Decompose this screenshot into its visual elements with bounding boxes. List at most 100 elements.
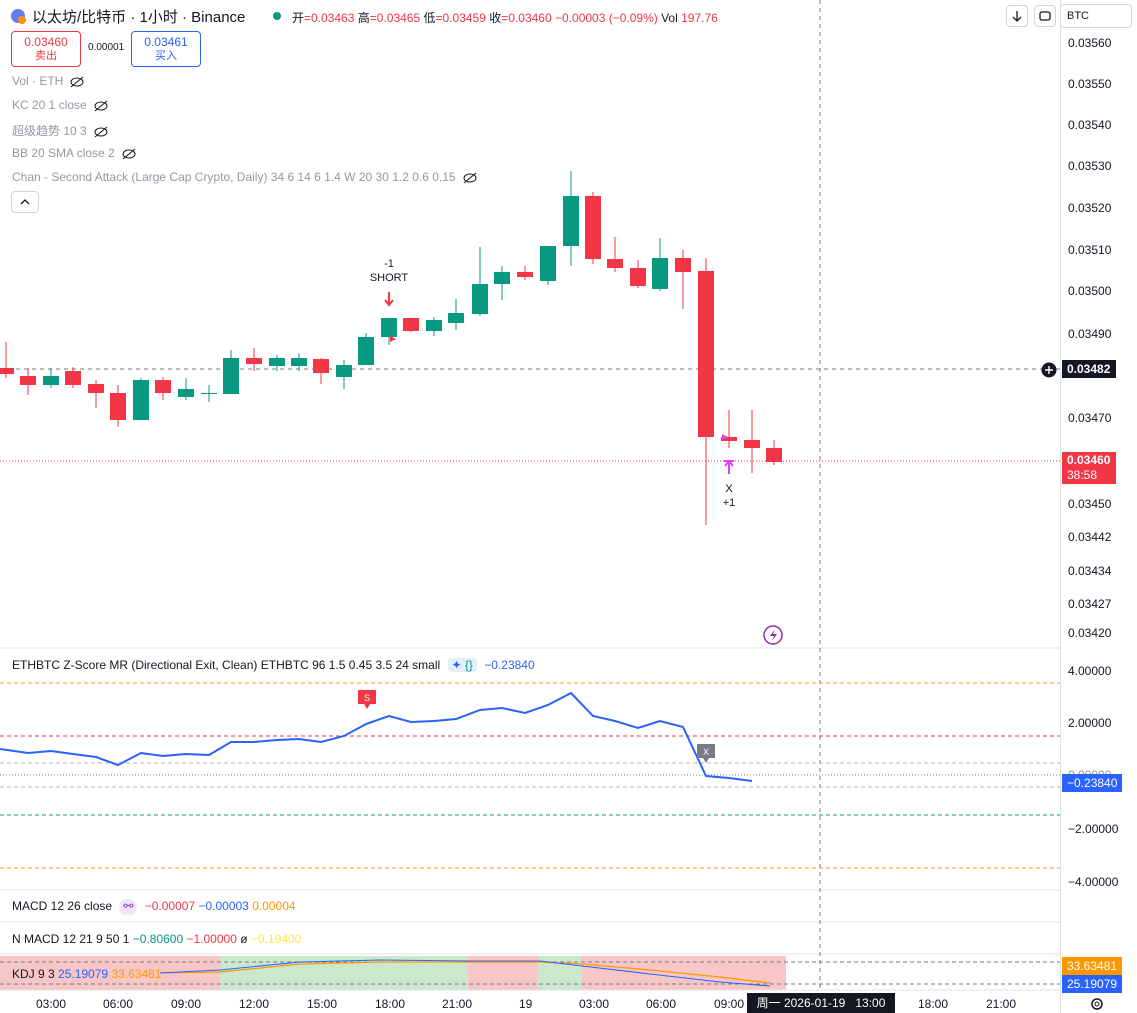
candle-body [133, 380, 149, 420]
eye-hidden-icon[interactable] [93, 126, 109, 138]
kdj-k-line [159, 959, 771, 987]
exit-arrow-icon [724, 459, 734, 474]
collapse-legend-button[interactable] [11, 191, 39, 213]
candle-body [43, 376, 59, 385]
kdj-legend[interactable]: KDJ 9 3 25.19079 33.63481 [12, 967, 162, 981]
last-price-value: 0.03460 [1067, 453, 1111, 467]
candle-body [88, 384, 104, 393]
macd-title: MACD 12 26 close [12, 899, 113, 913]
exit-marker-icon [722, 434, 728, 440]
candle-body [201, 393, 217, 394]
nmacd-legend[interactable]: N MACD 12 21 9 50 1 −0.80600 −1.00000 ø … [12, 932, 301, 946]
ethereum-logo-icon [11, 9, 26, 24]
chevron-up-icon [20, 199, 30, 205]
gear-icon[interactable] [1089, 996, 1105, 1012]
time-tick: 19 [519, 997, 533, 1011]
macd-hist-value: 0.00004 [252, 899, 296, 913]
kdj-d-label: 33.63481 [1062, 957, 1122, 975]
time-tick: 21:00 [986, 997, 1017, 1011]
download-button[interactable] [1006, 5, 1028, 27]
arrow-down-icon [1012, 11, 1022, 22]
price-tick: 0.03500 [1068, 284, 1112, 298]
candle-body [494, 272, 510, 284]
eye-hidden-icon[interactable] [69, 76, 85, 88]
candle-body [448, 313, 464, 323]
time-tick: 21:00 [442, 997, 473, 1011]
candle-body [698, 271, 714, 437]
indicator-kc[interactable]: KC 20 1 close [12, 98, 109, 112]
zscore-line [0, 691, 753, 782]
kdj-k-label: 25.19079 [1062, 975, 1122, 993]
lightning-alert-icon[interactable] [763, 625, 783, 645]
candle-body [291, 358, 307, 366]
eye-hidden-icon[interactable] [121, 148, 137, 160]
price-tick: 0.03540 [1068, 118, 1112, 132]
candle-body [563, 196, 579, 246]
candle-body [358, 337, 374, 365]
indicator-vol[interactable]: Vol · ETH [12, 74, 85, 88]
price-tick: 0.03420 [1068, 626, 1112, 640]
macd-settings-icon[interactable]: ⚯ [119, 899, 138, 915]
zscore-current: −0.23840 [484, 658, 535, 672]
price-axis[interactable] [1060, 0, 1137, 1013]
kdj-d-line [159, 961, 771, 984]
buy-button[interactable]: 0.03461 买入 [131, 31, 201, 67]
price-tick: 0.03510 [1068, 243, 1112, 257]
sell-button[interactable]: 0.03460 卖出 [11, 31, 81, 67]
candle-body [426, 320, 442, 331]
candle-body [0, 368, 14, 374]
candle-body [766, 448, 782, 462]
candle-body [269, 358, 285, 366]
candle-body [223, 358, 239, 394]
exit-label: X [725, 483, 733, 495]
candle-body [585, 196, 601, 259]
zscore-tick: 4.00000 [1068, 664, 1112, 678]
zscore-tick: −4.00000 [1068, 875, 1119, 889]
candle-body [381, 318, 397, 337]
price-tick: 0.03442 [1068, 530, 1112, 544]
short-arrow-icon [384, 292, 394, 307]
time-tick: 06:00 [646, 997, 677, 1011]
price-tick: 0.03490 [1068, 327, 1112, 341]
nmacd-v2: −1.00000 [186, 932, 237, 946]
chart-canvas[interactable]: -1 SHORT X +1 S X [0, 0, 1060, 1013]
candle-body [607, 259, 623, 268]
eye-hidden-icon[interactable] [462, 172, 478, 184]
zscore-tick: 2.00000 [1068, 716, 1112, 730]
price-tick: 0.03427 [1068, 597, 1112, 611]
ohlc-legend: 开=0.03463 高=0.03465 低=0.03459 收=0.03460 … [292, 11, 718, 25]
candle-body [721, 437, 737, 441]
currency-select[interactable]: BTC [1060, 4, 1132, 28]
chart-header: 以太坊/比特币 · 1小时 · Binance 开=0.03463 高=0.03… [0, 0, 1132, 32]
nmacd-v3: −0.19400 [250, 932, 302, 946]
zscore-legend[interactable]: ETHBTC Z-Score MR (Directional Exit, Cle… [12, 658, 535, 672]
candle-body [313, 359, 329, 373]
time-tick: 09:00 [714, 997, 745, 1011]
spread-value: 0.00001 [88, 42, 125, 53]
eye-hidden-icon[interactable] [93, 100, 109, 112]
short-qty-label: -1 [384, 258, 394, 270]
exit-qty-label: +1 [723, 497, 736, 509]
indicator-bb[interactable]: BB 20 SMA close 2 [12, 146, 137, 160]
candle-body [540, 246, 556, 281]
candle-body [65, 371, 81, 385]
add-alert-icon[interactable] [1040, 361, 1058, 379]
symbol-title[interactable]: 以太坊/比特币 · 1小时 · Binance [32, 9, 246, 26]
indicator-chan[interactable]: Chan - Second Attack (Large Cap Crypto, … [12, 170, 478, 184]
buy-price: 0.03461 [144, 35, 188, 49]
fullscreen-button[interactable] [1034, 5, 1056, 27]
price-tick: 0.03450 [1068, 497, 1112, 511]
nmacd-title: N MACD 12 21 9 50 1 [12, 932, 130, 946]
market-status-icon [273, 12, 281, 20]
time-tick: 03:00 [36, 997, 67, 1011]
macd-legend[interactable]: MACD 12 26 close ⚯ −0.00007 −0.00003 0.0… [12, 899, 296, 915]
candle-body [110, 393, 126, 420]
zscore-short-marker [358, 690, 376, 709]
zscore-exit-marker [697, 744, 715, 763]
indicator-supertrend[interactable]: 超级趋势 10 3 [12, 122, 109, 139]
time-tick: 03:00 [579, 997, 610, 1011]
zscore-exit-marker-label: X [703, 747, 709, 757]
time-tick: 18:00 [918, 997, 949, 1011]
script-source-icon[interactable]: ✦ {} [447, 658, 477, 672]
zscore-title: ETHBTC Z-Score MR (Directional Exit, Cle… [12, 658, 258, 672]
